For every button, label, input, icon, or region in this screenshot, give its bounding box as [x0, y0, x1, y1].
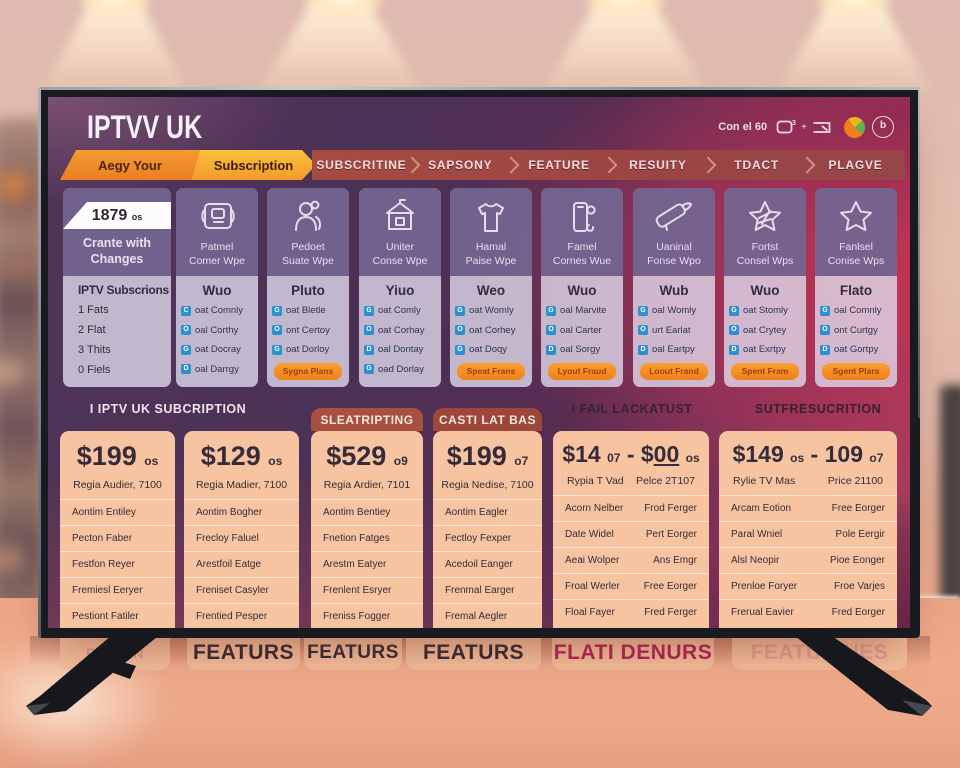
- svg-text:3: 3: [792, 120, 796, 127]
